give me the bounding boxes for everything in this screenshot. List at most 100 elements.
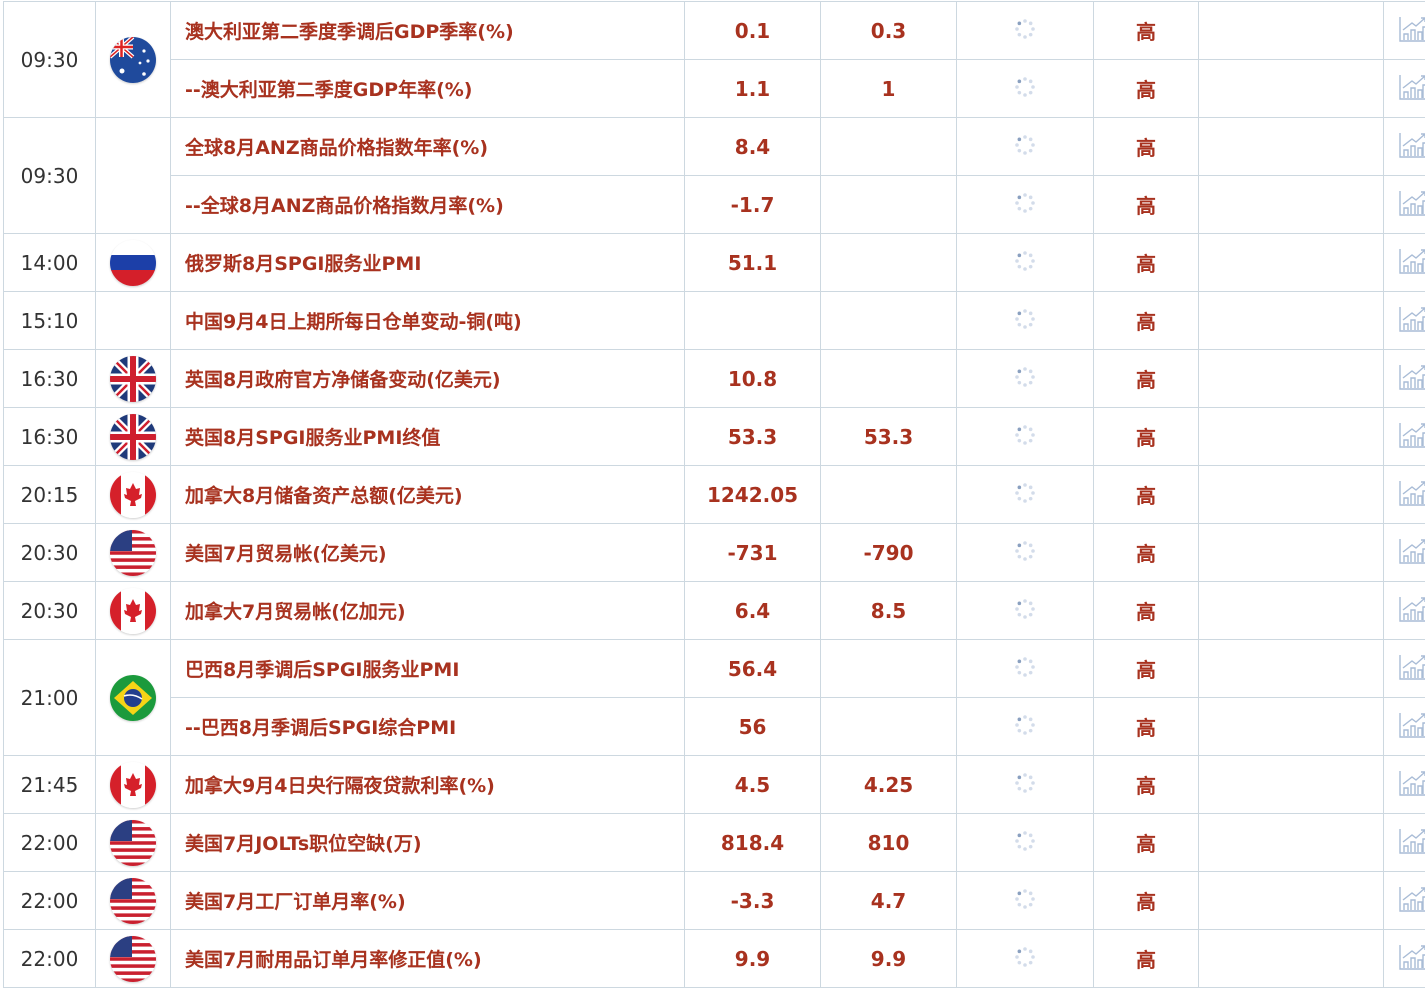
country-flag-cell [96, 118, 171, 234]
chart-trend-icon[interactable] [1398, 28, 1425, 47]
event-name[interactable]: 加拿大9月4日央行隔夜贷款利率(%) [171, 756, 685, 814]
flag-us-icon [110, 878, 156, 924]
chart-trend-icon[interactable] [1398, 956, 1425, 975]
event-name[interactable]: 澳大利亚第二季度季调后GDP季率(%) [171, 2, 685, 60]
event-time: 20:30 [4, 582, 96, 640]
event-time: 22:00 [4, 814, 96, 872]
actual-value-cell [957, 292, 1094, 350]
chart-cell[interactable] [1384, 408, 1425, 466]
chart-cell[interactable] [1384, 814, 1425, 872]
interpretation-cell [1199, 524, 1384, 582]
flag-us-icon [110, 936, 156, 982]
interpretation-cell [1199, 234, 1384, 292]
chart-trend-icon[interactable] [1398, 202, 1425, 221]
forecast-value: 53.3 [821, 408, 957, 466]
chart-cell[interactable] [1384, 524, 1425, 582]
previous-value [685, 292, 821, 350]
forecast-value [821, 466, 957, 524]
event-name[interactable]: --巴西8月季调后SPGI综合PMI [171, 698, 685, 756]
event-name[interactable]: 巴西8月季调后SPGI服务业PMI [171, 640, 685, 698]
event-name[interactable]: --澳大利亚第二季度GDP年率(%) [171, 60, 685, 118]
forecast-value: -790 [821, 524, 957, 582]
forecast-value [821, 640, 957, 698]
chart-trend-icon[interactable] [1398, 260, 1425, 279]
event-time: 16:30 [4, 350, 96, 408]
event-name[interactable]: 美国7月耐用品订单月率修正值(%) [171, 930, 685, 988]
chart-cell[interactable] [1384, 118, 1425, 176]
actual-value-cell [957, 408, 1094, 466]
chart-trend-icon[interactable] [1398, 492, 1425, 511]
chart-cell[interactable] [1384, 2, 1425, 60]
actual-value-cell [957, 930, 1094, 988]
chart-cell[interactable] [1384, 292, 1425, 350]
chart-cell[interactable] [1384, 582, 1425, 640]
event-name[interactable]: 加拿大7月贸易帐(亿加元) [171, 582, 685, 640]
importance-label: 高 [1094, 234, 1199, 292]
chart-trend-icon[interactable] [1398, 898, 1425, 917]
importance-label: 高 [1094, 814, 1199, 872]
chart-trend-icon[interactable] [1398, 608, 1425, 627]
country-flag-cell [96, 350, 171, 408]
interpretation-cell [1199, 60, 1384, 118]
chart-cell[interactable] [1384, 640, 1425, 698]
chart-cell[interactable] [1384, 466, 1425, 524]
loading-spinner-icon [1014, 366, 1036, 392]
event-name[interactable]: 美国7月JOLTs职位空缺(万) [171, 814, 685, 872]
chart-cell[interactable] [1384, 872, 1425, 930]
chart-trend-icon[interactable] [1398, 666, 1425, 685]
event-name[interactable]: --全球8月ANZ商品价格指数月率(%) [171, 176, 685, 234]
chart-trend-icon[interactable] [1398, 144, 1425, 163]
interpretation-cell [1199, 930, 1384, 988]
event-name[interactable]: 英国8月政府官方净储备变动(亿美元) [171, 350, 685, 408]
chart-cell[interactable] [1384, 698, 1425, 756]
chart-cell[interactable] [1384, 234, 1425, 292]
event-time: 20:30 [4, 524, 96, 582]
event-name[interactable]: 俄罗斯8月SPGI服务业PMI [171, 234, 685, 292]
chart-trend-icon[interactable] [1398, 840, 1425, 859]
chart-trend-icon[interactable] [1398, 782, 1425, 801]
actual-value-cell [957, 698, 1094, 756]
event-name[interactable]: 美国7月贸易帐(亿美元) [171, 524, 685, 582]
chart-trend-icon[interactable] [1398, 724, 1425, 743]
event-name[interactable]: 全球8月ANZ商品价格指数年率(%) [171, 118, 685, 176]
previous-value: -1.7 [685, 176, 821, 234]
chart-cell[interactable] [1384, 176, 1425, 234]
chart-cell[interactable] [1384, 350, 1425, 408]
event-time: 20:15 [4, 466, 96, 524]
chart-trend-icon[interactable] [1398, 318, 1425, 337]
event-name[interactable]: 美国7月工厂订单月率(%) [171, 872, 685, 930]
chart-trend-icon[interactable] [1398, 434, 1425, 453]
event-name[interactable]: 英国8月SPGI服务业PMI终值 [171, 408, 685, 466]
event-name[interactable]: 加拿大8月储备资产总额(亿美元) [171, 466, 685, 524]
forecast-value: 8.5 [821, 582, 957, 640]
actual-value-cell [957, 524, 1094, 582]
actual-value-cell [957, 234, 1094, 292]
event-name[interactable]: 中国9月4日上期所每日仓单变动-铜(吨) [171, 292, 685, 350]
chart-trend-icon[interactable] [1398, 550, 1425, 569]
chart-trend-icon[interactable] [1398, 86, 1425, 105]
chart-cell[interactable] [1384, 756, 1425, 814]
chart-trend-icon[interactable] [1398, 376, 1425, 395]
country-flag-cell [96, 582, 171, 640]
importance-label: 高 [1094, 640, 1199, 698]
actual-value-cell [957, 466, 1094, 524]
chart-cell[interactable] [1384, 930, 1425, 988]
chart-cell[interactable] [1384, 60, 1425, 118]
